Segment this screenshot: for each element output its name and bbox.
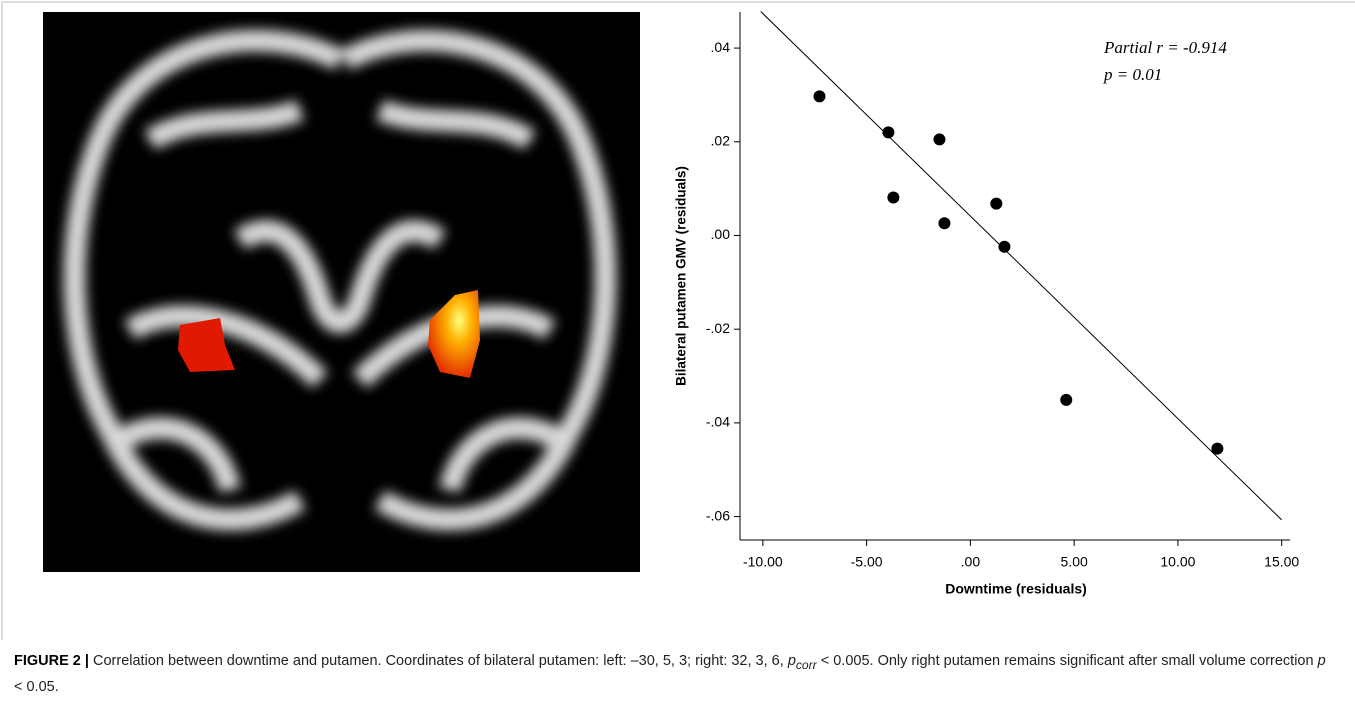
annotation: Partial r = -0.914 xyxy=(1103,38,1227,57)
point xyxy=(1060,394,1072,406)
point xyxy=(998,241,1010,253)
caption-text: < 0.05. xyxy=(14,679,59,695)
caption: FIGURE 2 | Correlation between downtime … xyxy=(14,650,1334,698)
page: Bilateral putamen GMV (residuals) Downti… xyxy=(0,0,1355,701)
x-tick-label: -5.00 xyxy=(851,554,883,570)
figure: Bilateral putamen GMV (residuals) Downti… xyxy=(0,0,1355,640)
fit-line xyxy=(761,12,1282,520)
y-tick-label: .04 xyxy=(711,39,731,55)
caption-text: p xyxy=(1318,653,1326,669)
annotation: p = 0.01 xyxy=(1103,65,1162,84)
y-tick-label: .00 xyxy=(711,226,731,242)
x-tick-label: 15.00 xyxy=(1264,554,1299,570)
point xyxy=(1211,443,1223,455)
x-tick-label: 5.00 xyxy=(1061,554,1088,570)
caption-label: FIGURE 2 | xyxy=(14,653,89,669)
caption-text: < 0.005. Only right putamen remains sign… xyxy=(817,653,1318,669)
x-tick-label: .00 xyxy=(961,554,981,570)
y-axis-label: Bilateral putamen GMV (residuals) xyxy=(674,166,689,386)
y-tick-label: -.06 xyxy=(706,507,730,523)
caption-text: Correlation between downtime and putamen… xyxy=(89,653,788,669)
point xyxy=(813,90,825,102)
y-tick-label: -.02 xyxy=(706,320,730,336)
x-tick-label: -10.00 xyxy=(743,554,783,570)
y-tick-label: .02 xyxy=(711,132,731,148)
point xyxy=(933,133,945,145)
caption-text: corr xyxy=(796,658,817,672)
point xyxy=(938,217,950,229)
point xyxy=(882,126,894,138)
caption-text: p xyxy=(788,653,796,669)
point xyxy=(887,192,899,204)
brain-image xyxy=(43,12,640,572)
x-axis-label: Downtime (residuals) xyxy=(945,581,1087,597)
point xyxy=(990,198,1002,210)
y-tick-label: -.04 xyxy=(706,414,730,430)
x-tick-label: 10.00 xyxy=(1160,554,1195,570)
